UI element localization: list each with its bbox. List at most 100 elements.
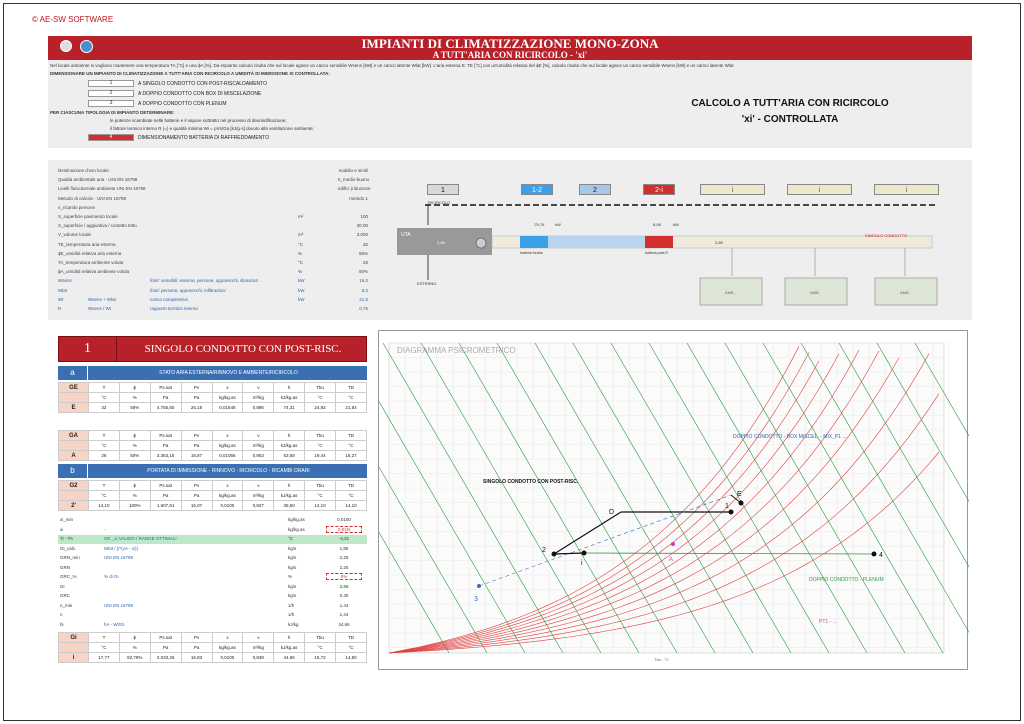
option-1-button[interactable]: 1 xyxy=(88,80,134,87)
point-3-marker xyxy=(477,584,481,588)
col-unit: °C xyxy=(304,642,336,653)
enthalpy-line xyxy=(610,342,792,654)
col-header: TD xyxy=(335,382,367,393)
rh-curve xyxy=(388,349,860,654)
calc-formula: UNI EN 16798 xyxy=(104,555,134,560)
label-1: 1 xyxy=(725,503,729,510)
calc-value: 44,66 xyxy=(338,621,350,627)
uta-schema: RICIRCOLO UTA 2,65 -79,79 kW 8,06 kW bat… xyxy=(397,200,938,306)
table-cell: 0,827 xyxy=(242,500,275,511)
col-header: Ps.sat xyxy=(149,430,182,441)
stage-button-0[interactable]: 1 xyxy=(427,184,459,195)
psychrometric-svg: DIAGRAMMA PSICROMETRICO Tbs - °C E 1 D 2… xyxy=(268,342,1024,662)
intro-text: Nel locale ambiente si vogliono mantener… xyxy=(50,63,734,68)
stage-button-2[interactable]: 2 xyxy=(579,184,611,195)
enthalpy-line xyxy=(382,342,564,654)
param-value: 5,0 xyxy=(361,287,368,293)
table-cell: 0,863 xyxy=(242,450,275,461)
col-unit: Pa xyxy=(180,392,213,403)
col-unit: °C xyxy=(88,642,120,653)
param-label: Wt xyxy=(58,296,64,302)
flow-out-value: 2,65 xyxy=(715,240,724,245)
param-value: 50% xyxy=(358,269,368,275)
stage-button-5[interactable]: i xyxy=(787,184,852,195)
option-3-button[interactable]: 3 xyxy=(88,100,134,107)
label-3: 3 xyxy=(474,596,478,603)
col-unit: Pa xyxy=(180,642,213,653)
col-header: v xyxy=(242,480,275,491)
panel-title: SINGOLO CONDOTTO CON POST-RISC. xyxy=(144,343,342,355)
param-label: ϕE_umidità relativa aria esterna xyxy=(58,250,122,256)
table-row-key: 2' xyxy=(58,500,89,511)
stage-button-3[interactable]: 2-i xyxy=(643,184,675,195)
col-header: TD xyxy=(335,430,367,441)
label-A: A xyxy=(669,557,673,563)
param-value: 0,76 xyxy=(359,306,368,311)
flow-in-value: 2,65 xyxy=(437,240,446,245)
col-unit: °C xyxy=(304,392,336,403)
rh-curve xyxy=(388,451,940,654)
col-unit: kJ/kg.as xyxy=(273,440,306,451)
param-sub: Wsens + Wlat xyxy=(88,296,116,302)
param-value: edifici (riduzione xyxy=(338,186,371,192)
heat-kw-value: 8,06 xyxy=(653,222,662,227)
calc-unit: °C xyxy=(288,536,294,541)
calc-formula: UNI EN 16798 xyxy=(104,602,134,608)
option-4-button[interactable]: 4 xyxy=(88,134,134,141)
section-b-title: PORTATA DI IMMISSIONE - RINNOVO - RICIRC… xyxy=(147,468,310,474)
heat-kw-unit: kW xyxy=(673,222,679,227)
calc-row: xi_min kg/kg.as 0,0100 xyxy=(58,516,367,525)
globe-icon xyxy=(80,40,93,53)
fan-icon xyxy=(475,237,487,249)
stage-button-6[interactable]: i xyxy=(874,184,939,195)
table-cell: 17,77 xyxy=(88,652,120,663)
col-unit: % xyxy=(118,392,151,403)
col-header: v xyxy=(242,382,275,393)
table-cell: 21,84 xyxy=(335,402,367,413)
point-E-marker xyxy=(738,500,744,506)
calc-value: 0,01N xyxy=(326,525,362,533)
option-2-button[interactable]: 2 xyxy=(88,90,134,97)
enthalpy-line xyxy=(458,342,640,654)
col-unit: Pa xyxy=(149,642,182,653)
col-header: h xyxy=(273,382,306,393)
calc-unit: 1/h xyxy=(288,602,295,608)
param-sub: Wsens / Wt xyxy=(88,306,112,311)
table-row-head: GE xyxy=(58,382,89,393)
table-cell: 0,0100 xyxy=(211,500,244,511)
calc-unit: % xyxy=(288,574,293,579)
col-unit: °C xyxy=(88,490,120,501)
col-header: x xyxy=(211,430,244,441)
param-label: Livelli fluiscitornale ambiente UNI EN 1… xyxy=(58,186,146,192)
calc-value: 1,44 xyxy=(339,602,349,608)
col-unit: °C xyxy=(304,440,336,451)
col-header: x xyxy=(211,632,244,643)
param-unit: °C xyxy=(298,260,304,265)
calc-value: 0,40 xyxy=(339,593,349,598)
col-header: Ps.sat xyxy=(149,632,182,643)
process-line-i-4 xyxy=(583,552,875,555)
intro-panel: Nel locale ambiente si vogliono mantener… xyxy=(48,60,972,148)
stage-button-1[interactable]: 1-2 xyxy=(521,184,553,195)
table-cell: 3.363,16 xyxy=(149,450,182,461)
calc-key: Ti - TA xyxy=(60,536,73,541)
label-D: D xyxy=(609,509,614,516)
col-unit: kg/kg.as xyxy=(211,490,244,501)
calc-key: n xyxy=(60,612,63,617)
enthalpy-line xyxy=(534,342,716,654)
col-unit: °C xyxy=(335,642,367,653)
point-A-marker xyxy=(671,542,675,546)
calc-unit: kg/s xyxy=(288,564,297,570)
table-row-head: GA xyxy=(58,430,89,441)
col-header: Ps.sat xyxy=(149,480,182,491)
calc-value: 2,25 xyxy=(339,555,349,560)
rh-curve xyxy=(388,357,900,654)
param-value: 21,0 xyxy=(359,296,368,302)
calc-row: GRC_% % di Gi% 0% xyxy=(58,573,367,582)
stage-button-4[interactable]: i xyxy=(700,184,765,195)
calc-title-line-1: CALCOLO A TUTT'ARIA CON RICIRCOLO xyxy=(691,98,889,109)
calc-row: GRC kg/s 0,40 xyxy=(58,592,367,601)
